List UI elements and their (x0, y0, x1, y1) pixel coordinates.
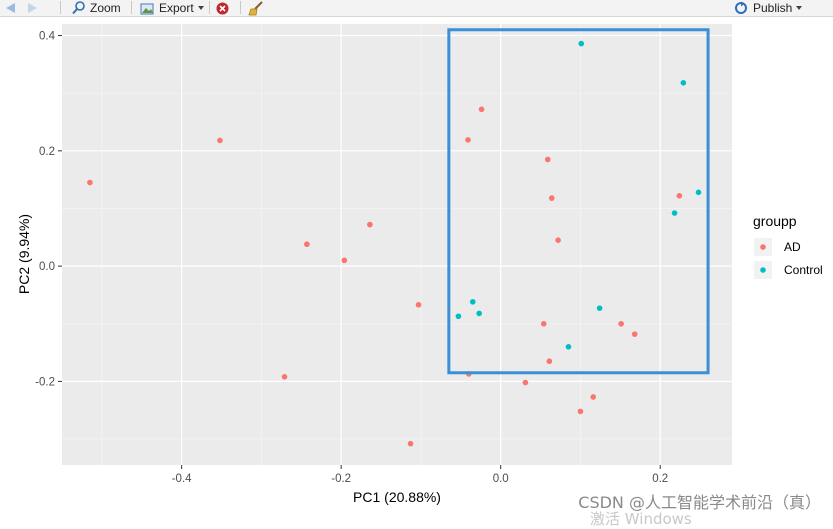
x-axis-label: PC1 (20.88%) (353, 489, 441, 505)
point-control (476, 310, 482, 317)
legend-title: groupp (753, 213, 797, 229)
data-points (87, 40, 702, 447)
point-ad (465, 137, 471, 143)
export-image-icon (140, 3, 154, 14)
point-ad (407, 440, 414, 447)
export-button[interactable]: Export (140, 0, 204, 16)
back-button[interactable] (6, 0, 15, 16)
point-control (578, 40, 585, 47)
x-tick-label: -0.2 (331, 473, 351, 485)
x-tick-label: 0.2 (652, 473, 668, 485)
point-ad (281, 374, 288, 380)
pca-scatter-chart: -0.4 -0.2 0.0 0.2 -0.2 0.0 0.2 0.4 PC1 (20.88%)… (16, 24, 823, 505)
point-ad (540, 320, 547, 327)
y-tick-label: 0.0 (39, 261, 55, 273)
x-tick-label: 0.0 (493, 473, 509, 485)
point-ad (577, 408, 584, 415)
legend-key-ad (760, 244, 766, 250)
forward-button[interactable] (28, 0, 37, 16)
point-ad (341, 257, 348, 264)
arrow-left-icon (6, 3, 15, 13)
plot-area: -0.4 -0.2 0.0 0.2 -0.2 0.0 0.2 0.4 PC1 (20.88%)… (0, 16, 833, 523)
point-ad (555, 237, 561, 243)
plot-toolbar: Zoom Export Publish (0, 0, 833, 17)
point-control (455, 313, 462, 320)
publish-icon (735, 1, 747, 14)
legend-label-control: Control (784, 263, 823, 277)
y-tick-label: 0.4 (39, 31, 56, 43)
y-axis-label: PC2 (9.94%) (16, 214, 32, 294)
export-label: Export (159, 0, 194, 15)
legend: groupp AD Control (753, 213, 823, 279)
plot-panel (62, 24, 732, 465)
point-ad (87, 179, 93, 186)
point-ad (546, 358, 553, 365)
point-control (695, 189, 702, 196)
point-control (671, 210, 678, 216)
point-ad (676, 192, 683, 199)
legend-key-control (760, 267, 766, 273)
x-tick-label: -0.4 (172, 473, 192, 485)
publish-button[interactable]: Publish (733, 0, 803, 16)
chevron-down-icon (796, 6, 803, 10)
clear-all-button[interactable] (248, 0, 264, 16)
point-ad (590, 394, 597, 400)
y-tick-label: 0.2 (39, 146, 55, 158)
zoom-icon (72, 1, 85, 15)
point-ad (304, 241, 310, 248)
point-ad (631, 331, 638, 337)
point-ad (544, 156, 551, 163)
point-ad (415, 301, 422, 308)
point-ad (367, 221, 373, 228)
csdn-watermark: CSDN @人工智能学术前沿（真） (578, 493, 821, 512)
point-ad (478, 106, 485, 113)
broom-icon (248, 0, 263, 15)
axis-ticks (58, 35, 661, 469)
highlight-box (447, 28, 710, 375)
point-control (565, 344, 572, 350)
arrow-right-icon (28, 3, 37, 13)
publish-label: Publish (753, 0, 793, 15)
axis-tick-labels: -0.4 -0.2 0.0 0.2 -0.2 0.0 0.2 0.4 (35, 31, 668, 485)
legend-label-ad: AD (784, 240, 801, 254)
point-control (680, 80, 687, 86)
remove-icon (216, 2, 229, 14)
point-ad (217, 137, 223, 144)
point-ad (548, 195, 555, 201)
zoom-label: Zoom (90, 0, 121, 15)
zoom-button[interactable]: Zoom (72, 0, 121, 16)
point-ad (618, 320, 624, 327)
point-ad (522, 379, 529, 386)
remove-plot-button[interactable] (216, 0, 229, 16)
point-control (469, 299, 476, 305)
y-tick-label: -0.2 (35, 376, 55, 388)
point-control (596, 305, 603, 312)
chevron-down-icon (197, 6, 204, 10)
major-gridlines (62, 24, 732, 465)
